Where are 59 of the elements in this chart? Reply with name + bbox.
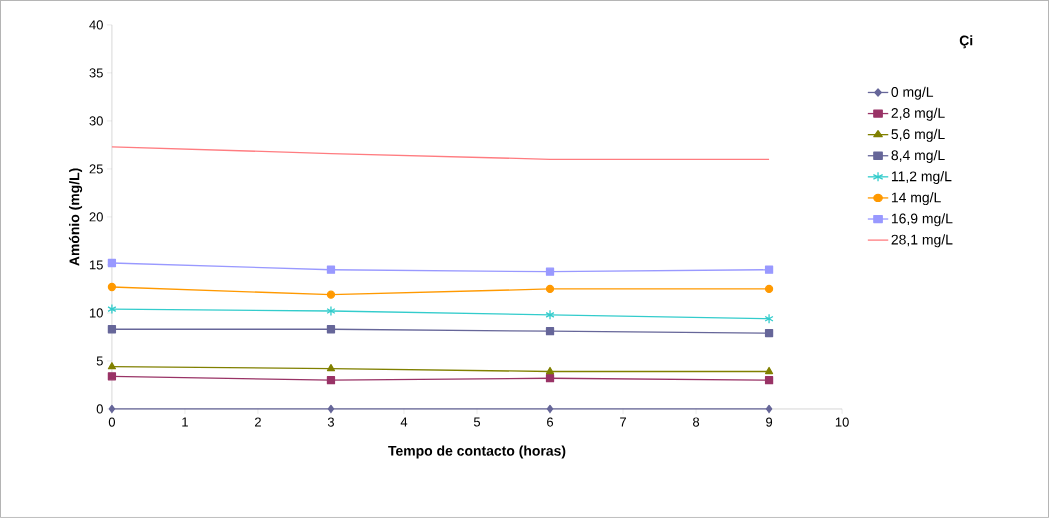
y-tick-label: 15 bbox=[89, 260, 103, 270]
legend-label: 8,4 mg/L bbox=[891, 150, 945, 163]
point bbox=[545, 366, 555, 375]
point bbox=[107, 372, 117, 381]
point bbox=[764, 284, 774, 294]
y-tick-label: 0 bbox=[96, 404, 103, 414]
y-tick-label: 25 bbox=[89, 164, 103, 174]
point bbox=[326, 265, 336, 274]
point bbox=[107, 282, 117, 292]
point bbox=[764, 329, 774, 338]
x-tick-label: 5 bbox=[473, 417, 481, 427]
point bbox=[545, 374, 555, 383]
x-tick-label: 2 bbox=[255, 417, 261, 427]
point bbox=[327, 404, 335, 414]
point bbox=[546, 404, 554, 414]
point bbox=[545, 267, 555, 276]
point bbox=[107, 362, 117, 370]
point bbox=[545, 284, 555, 294]
point bbox=[765, 404, 773, 414]
point bbox=[764, 265, 774, 274]
x-tick-label: 9 bbox=[766, 417, 773, 427]
legend-label: 2,8 mg/L bbox=[891, 107, 945, 121]
point bbox=[326, 290, 336, 299]
y-tick-label: 30 bbox=[89, 116, 103, 126]
y-tick-label: 40 bbox=[89, 20, 103, 30]
point bbox=[764, 376, 774, 385]
y-tick-label: 10 bbox=[89, 308, 103, 318]
y-tick-label: 35 bbox=[89, 68, 103, 78]
point bbox=[107, 304, 117, 315]
x-tick-label: 8 bbox=[693, 417, 700, 427]
legend-label: 16,9 mg/L bbox=[891, 213, 953, 227]
point bbox=[107, 325, 117, 334]
point bbox=[545, 327, 555, 336]
y-axis-title: Amónio (mg/L) bbox=[68, 168, 83, 266]
point bbox=[764, 313, 774, 324]
x-tick-label: 0 bbox=[108, 417, 116, 427]
point bbox=[108, 404, 116, 414]
legend-label: 11,2 mg/L bbox=[891, 171, 952, 185]
x-tick-label: 7 bbox=[620, 417, 626, 427]
legend-label: 0 mg/L bbox=[891, 86, 934, 100]
legend-label: 14 mg/L bbox=[891, 192, 941, 206]
x-tick-label: 4 bbox=[400, 417, 408, 427]
x-tick-label: 10 bbox=[835, 417, 849, 427]
point bbox=[764, 366, 774, 375]
point bbox=[326, 305, 336, 317]
x-axis-title: Tempo de contacto (horas) bbox=[388, 445, 566, 459]
x-tick-label: 6 bbox=[547, 417, 554, 427]
legend-label: 28,1 mg/L bbox=[891, 234, 953, 248]
y-tick-label: 5 bbox=[96, 356, 103, 366]
point bbox=[545, 309, 555, 321]
legend-title: Çi bbox=[959, 35, 973, 49]
x-tick-label: 1 bbox=[182, 417, 188, 427]
point bbox=[326, 364, 336, 372]
x-tick-label: 3 bbox=[327, 417, 334, 427]
y-tick-label: 20 bbox=[89, 212, 103, 222]
point bbox=[326, 325, 336, 334]
point bbox=[326, 376, 336, 385]
legend-label: 5,6 mg/L bbox=[891, 128, 945, 142]
point bbox=[107, 258, 117, 268]
